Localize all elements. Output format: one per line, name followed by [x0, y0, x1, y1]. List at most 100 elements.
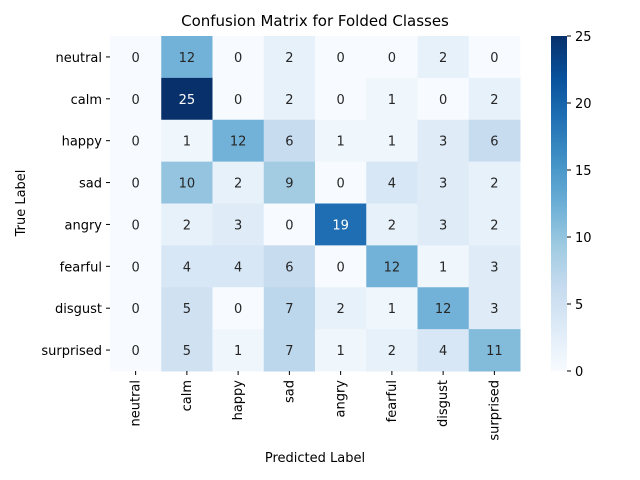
cell-value-label: 2	[439, 51, 447, 66]
cell-value-label: 6	[285, 135, 293, 150]
x-tick-label: calm	[180, 380, 195, 411]
heatmap-cell	[212, 329, 265, 372]
cell-value-label: 0	[439, 93, 447, 108]
heatmap-cell	[212, 36, 265, 79]
y-tick-label: neutral	[56, 51, 103, 66]
x-tick-label: disgust	[436, 380, 451, 427]
heatmap-cell	[161, 77, 213, 121]
heatmap-cell	[110, 287, 162, 330]
cell-value-label: 6	[490, 135, 498, 150]
cell-value-label: 12	[384, 260, 401, 275]
y-tick-label: happy	[62, 135, 103, 150]
cell-value-label: 10	[179, 177, 196, 192]
heatmap-cell	[315, 203, 367, 246]
cell-value-label: 4	[388, 177, 396, 192]
heatmap-cell	[263, 36, 316, 79]
cell-value-label: 7	[285, 344, 293, 359]
cell-value-label: 7	[285, 302, 293, 317]
cell-value-label: 5	[183, 344, 191, 359]
cell-value-label: 6	[285, 260, 293, 275]
cell-value-label: 3	[234, 218, 242, 233]
heatmap-cell	[366, 245, 418, 288]
cell-value-label: 0	[336, 260, 344, 275]
heatmap-cell	[161, 245, 213, 288]
cell-value-label: 2	[490, 93, 498, 108]
cell-value-label: 2	[183, 218, 191, 233]
y-axis-title: True Label	[14, 170, 29, 238]
cell-value-label: 2	[285, 93, 293, 108]
chart-title: Confusion Matrix for Folded Classes	[181, 12, 449, 30]
heatmap-cell	[161, 36, 213, 79]
y-axis-ticks: neutral calm happy sad angry fearful disgust su…	[41, 51, 110, 359]
heatmap-cell	[161, 287, 213, 330]
heatmap-cell	[468, 203, 521, 246]
heatmap-cell	[110, 119, 162, 163]
cell-value-label: 11	[486, 344, 503, 359]
heatmap-cell	[161, 203, 213, 246]
colorbar-tick-label: 25	[575, 30, 592, 45]
heatmap-cell	[212, 203, 265, 246]
x-tick-label: neutral	[129, 380, 144, 427]
heatmap-cell	[212, 119, 265, 163]
y-tick-label: sad	[79, 177, 102, 192]
heatmap-cell	[161, 161, 213, 204]
heatmap-cell	[366, 161, 418, 204]
heatmap-cell	[417, 329, 470, 372]
heatmap-cell	[417, 287, 470, 330]
heatmap-cell	[212, 161, 265, 204]
heatmap-cell	[110, 329, 162, 372]
cell-value-label: 2	[388, 344, 396, 359]
x-tick-label: sad	[282, 380, 297, 403]
cell-value-label: 4	[439, 344, 447, 359]
cell-value-label: 0	[336, 93, 344, 108]
heatmap-cell	[263, 119, 316, 163]
heatmap-cell	[315, 329, 367, 372]
cell-value-label: 1	[439, 260, 447, 275]
heatmap-cell	[110, 161, 162, 204]
cell-value-label: 2	[490, 177, 498, 192]
cell-value-label: 0	[131, 302, 139, 317]
heatmap-cell	[110, 245, 162, 288]
heatmap-cell	[110, 203, 162, 246]
heatmap-cell	[263, 287, 316, 330]
heatmap-cell	[468, 329, 521, 372]
cell-value-label: 0	[131, 218, 139, 233]
cell-value-label: 0	[131, 260, 139, 275]
cell-value-label: 0	[388, 51, 396, 66]
x-axis-ticks: neutral calm happy sad angry fearful disgust su…	[129, 371, 502, 441]
cell-value-label: 0	[234, 93, 242, 108]
heatmap-cell	[468, 287, 521, 330]
heatmap-cells: 0 12 0 2 0 0 2 00 25 0 2 0 1 0 20 1 12 6 1 1 3 60 10 2 9 0 4 3 20 2 3 0…	[110, 36, 521, 372]
heatmap-cell	[263, 245, 316, 288]
x-tick-label: angry	[334, 380, 349, 418]
heatmap-cell	[161, 329, 213, 372]
y-tick-label: angry	[65, 218, 103, 233]
colorbar-ticks: 0 5 10 15 20 25	[567, 30, 592, 380]
heatmap-cell	[212, 77, 265, 121]
cell-value-label: 3	[439, 135, 447, 150]
cell-value-label: 0	[285, 218, 293, 233]
heatmap-cell	[161, 119, 213, 163]
cell-value-label: 4	[183, 260, 191, 275]
heatmap-cell	[417, 203, 470, 246]
heatmap-cell	[366, 287, 418, 330]
cell-value-label: 0	[234, 51, 242, 66]
cell-value-label: 3	[490, 302, 498, 317]
heatmap-cell	[315, 287, 367, 330]
cell-value-label: 0	[131, 51, 139, 66]
heatmap-cell	[315, 161, 367, 204]
cell-value-label: 2	[388, 218, 396, 233]
x-tick-label: fearful	[385, 380, 400, 422]
x-axis-title: Predicted Label	[265, 451, 365, 466]
heatmap-cell	[417, 161, 470, 204]
cell-value-label: 4	[234, 260, 242, 275]
heatmap-cell	[468, 161, 521, 204]
cell-value-label: 2	[234, 177, 242, 192]
colorbar-tick-label: 15	[575, 164, 592, 179]
cell-value-label: 0	[131, 177, 139, 192]
cell-value-label: 0	[131, 344, 139, 359]
cell-value-label: 0	[131, 135, 139, 150]
cell-value-label: 1	[388, 135, 396, 150]
cell-value-label: 1	[183, 135, 191, 150]
